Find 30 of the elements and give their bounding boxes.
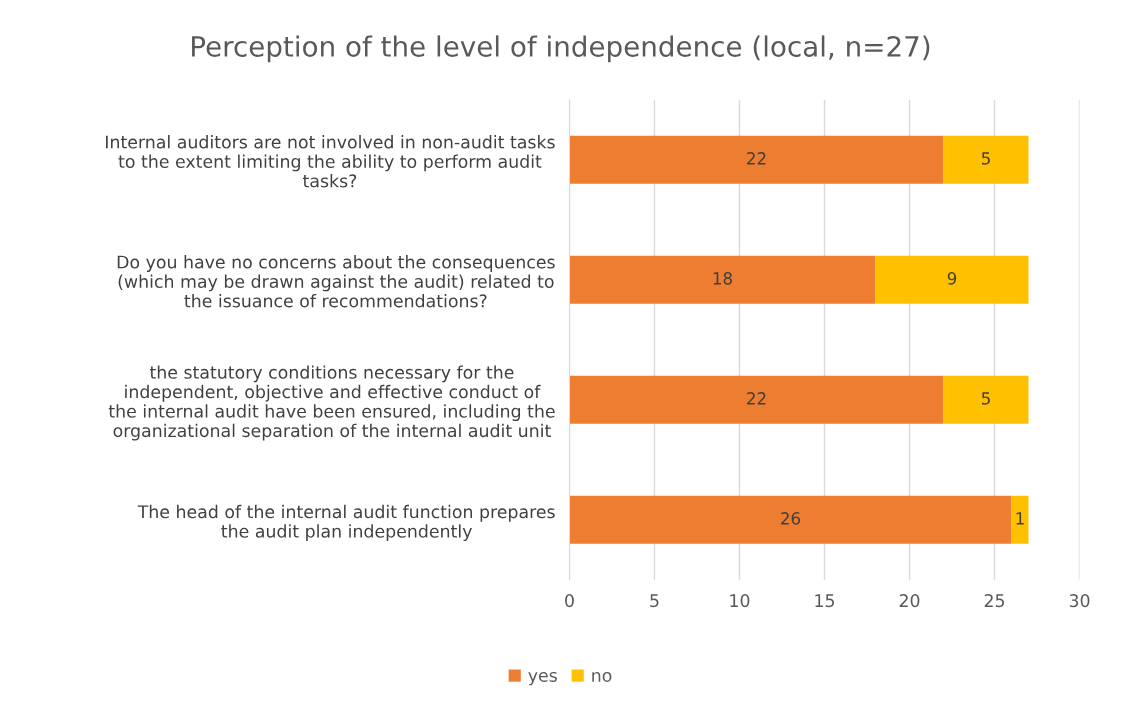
x-tick-label: 15 [815, 594, 835, 608]
bar [943, 375, 1029, 424]
x-tick-label: 5 [650, 594, 659, 608]
x-tick-label: 30 [1069, 594, 1090, 608]
data-label: 1 [1016, 512, 1024, 525]
legend-label: yes [528, 671, 557, 686]
chart-title: Perception of the level of independence (local, n=27) [192, 35, 930, 63]
data-label: 22 [747, 392, 766, 405]
y-tick-label: the statutory conditions necessary for the independent, objective and effective conduct of the internal audit have been ensured, including the organizational separation of the internal audit unit [108, 365, 555, 441]
y-tick-label: The head of the internal audit function prepares the audit plan independently [137, 504, 555, 542]
x-tick-label: 25 [984, 594, 1005, 608]
bar [569, 375, 944, 424]
x-tick-label: 20 [899, 594, 920, 608]
y-tick-label: Internal auditors are not involved in non-audit tasks to the extent limiting the ability to perform audit tasks? [106, 135, 555, 188]
bar [943, 135, 1029, 184]
bar [569, 495, 1012, 544]
y-tick-label: Do you have no concerns about the consequences (which may be drawn against the audit) related to the issuance of recommendations? [117, 255, 555, 308]
data-label: 18 [713, 272, 732, 285]
data-label: 5 [982, 152, 990, 165]
data-label: 22 [747, 152, 766, 165]
data-label: 5 [982, 392, 990, 405]
bar [875, 255, 1029, 304]
bar [569, 255, 876, 304]
bar [1011, 495, 1029, 544]
data-label: 9 [947, 272, 957, 285]
x-tick-label: 0 [565, 594, 574, 608]
bar [569, 135, 944, 184]
data-label: 26 [781, 512, 801, 525]
legend-label: no [592, 671, 612, 682]
x-tick-label: 10 [730, 594, 750, 608]
